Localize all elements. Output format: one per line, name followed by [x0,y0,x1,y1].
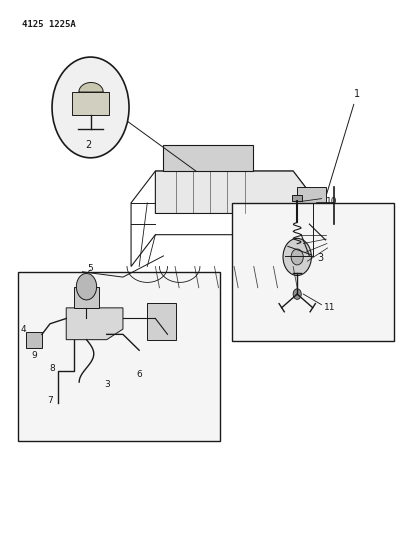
Text: 2: 2 [85,140,92,150]
Text: 6: 6 [136,369,142,378]
Circle shape [52,57,129,158]
Circle shape [291,249,303,265]
Text: 3: 3 [104,380,110,389]
Bar [233,203,395,341]
Text: 8: 8 [49,365,55,373]
Polygon shape [164,144,253,171]
Circle shape [283,238,311,276]
Polygon shape [72,92,109,115]
Text: 9: 9 [31,351,37,360]
Polygon shape [74,287,99,308]
Circle shape [293,289,301,300]
Text: 10: 10 [326,197,337,206]
Text: 5: 5 [88,264,93,272]
Text: 11: 11 [324,303,335,312]
Bar [293,195,302,201]
Circle shape [76,273,97,300]
Polygon shape [26,332,42,348]
Text: 3: 3 [288,246,324,263]
Text: 1: 1 [326,89,360,195]
Bar [18,272,220,441]
Text: 7: 7 [47,396,53,405]
Polygon shape [155,171,326,214]
Text: 4125 1225A: 4125 1225A [22,20,75,29]
Bar [147,303,175,340]
Text: 4: 4 [21,325,27,334]
Polygon shape [297,187,326,224]
Polygon shape [66,308,123,340]
